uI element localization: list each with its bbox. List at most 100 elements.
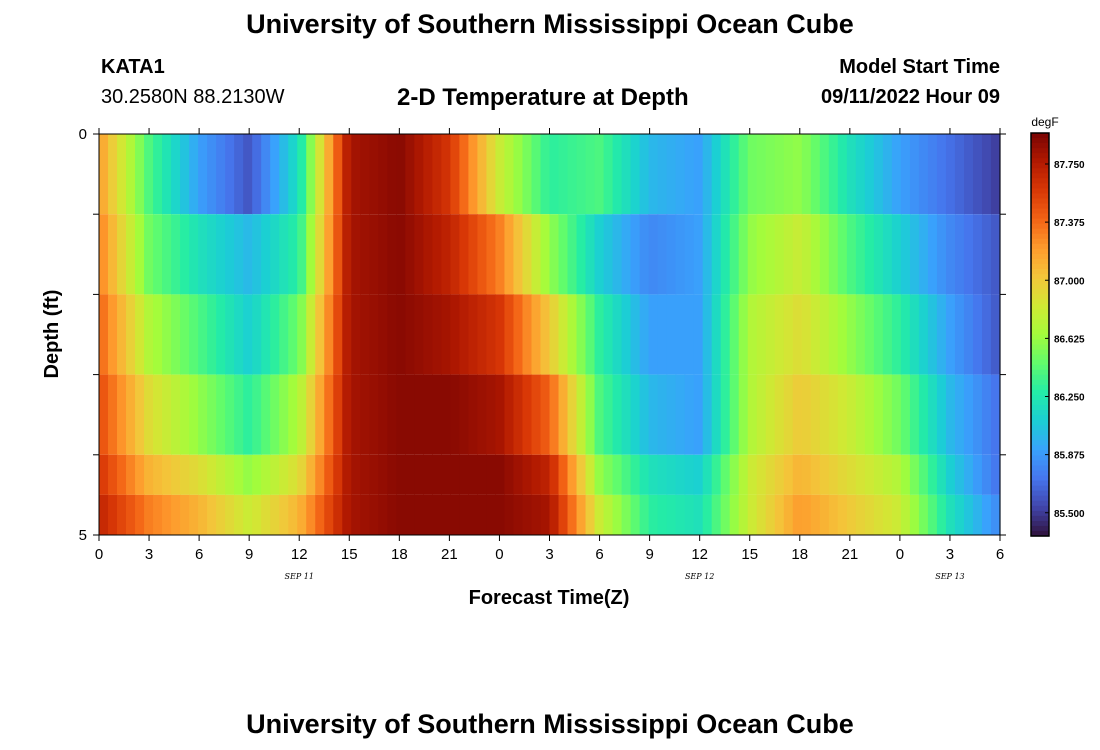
heatmap-cell xyxy=(117,454,127,495)
colorbar-segment xyxy=(1031,238,1049,245)
heatmap-cell xyxy=(675,374,686,455)
heatmap-cell xyxy=(153,374,163,455)
heatmap-cell xyxy=(189,454,199,495)
heatmap-cell xyxy=(306,374,316,455)
x-tick-label: 6 xyxy=(996,546,1004,563)
heatmap-cell xyxy=(333,294,343,375)
heatmap-cell xyxy=(909,454,920,495)
heatmap-cell xyxy=(675,134,686,215)
heatmap-cell xyxy=(108,454,118,495)
heatmap-cell xyxy=(351,494,361,535)
heatmap-cell xyxy=(828,374,839,455)
heatmap-cell xyxy=(171,494,181,535)
heatmap-cell xyxy=(846,134,857,215)
heatmap-cell xyxy=(612,494,623,535)
heatmap-cell xyxy=(603,374,614,455)
heatmap-cell xyxy=(225,494,235,535)
heatmap-cell xyxy=(837,374,848,455)
heatmap-cell xyxy=(351,214,361,295)
heatmap-cell xyxy=(666,374,677,455)
colorbar-segment xyxy=(1031,359,1049,366)
heatmap-cell xyxy=(162,494,172,535)
heatmap-cell xyxy=(909,294,920,375)
heatmap-cell xyxy=(378,294,388,375)
heatmap-cell xyxy=(990,294,1001,375)
heatmap-cell xyxy=(522,494,533,535)
heatmap-cell xyxy=(720,494,731,535)
station-coords: 30.2580N 88.2130W xyxy=(101,86,285,108)
heatmap-cell xyxy=(450,494,460,535)
heatmap-cell xyxy=(774,374,785,455)
heatmap-cell xyxy=(729,214,740,295)
heatmap-cell xyxy=(639,134,650,215)
colorbar-segment xyxy=(1031,203,1049,210)
x-tick-label: 21 xyxy=(441,546,458,563)
heatmap-cell xyxy=(207,214,217,295)
heatmap-cell xyxy=(675,454,686,495)
heatmap-cell xyxy=(432,374,442,455)
date-label: SEP 13 xyxy=(935,572,964,581)
heatmap-cell xyxy=(387,454,397,495)
heatmap-cell xyxy=(756,294,767,375)
heatmap-cell xyxy=(540,294,551,375)
heatmap-cell xyxy=(468,134,479,215)
heatmap-cell xyxy=(441,454,451,495)
heatmap-cell xyxy=(576,494,587,535)
heatmap-cell xyxy=(747,134,758,215)
heatmap-cell xyxy=(468,374,479,455)
heatmap-cell xyxy=(504,134,515,215)
colorbar-segment xyxy=(1031,193,1049,200)
colorbar-segment xyxy=(1031,208,1049,215)
x-tick-label: 9 xyxy=(645,546,653,563)
heatmap-cell xyxy=(360,374,370,455)
heatmap-cell xyxy=(630,214,641,295)
colorbar-segment xyxy=(1031,374,1049,381)
heatmap-cell xyxy=(261,494,271,535)
heatmap-cell xyxy=(576,374,587,455)
heatmap-cell xyxy=(729,454,740,495)
heatmap-cell xyxy=(180,494,190,535)
heatmap-cell xyxy=(144,374,154,455)
heatmap-cell xyxy=(450,294,460,375)
heatmap-cell xyxy=(369,294,379,375)
heatmap-cell xyxy=(711,374,722,455)
heatmap-cell xyxy=(324,494,334,535)
heatmap-cell xyxy=(441,494,451,535)
heatmap-cell xyxy=(189,494,199,535)
heatmap-cell xyxy=(243,374,253,455)
colorbar-segment xyxy=(1031,520,1049,527)
heatmap-cell xyxy=(135,134,145,215)
heatmap-cell xyxy=(990,214,1001,295)
heatmap-cell xyxy=(963,134,974,215)
heatmap-cell xyxy=(333,374,343,455)
heatmap-cell xyxy=(711,214,722,295)
heatmap-cell xyxy=(675,214,686,295)
heatmap-cell xyxy=(360,494,370,535)
heatmap-cell xyxy=(369,454,379,495)
heatmap-cell xyxy=(612,374,623,455)
heatmap-cell xyxy=(837,134,848,215)
heatmap-cell xyxy=(918,454,929,495)
heatmap-cell xyxy=(576,454,587,495)
heatmap-cell xyxy=(144,494,154,535)
heatmap-cell xyxy=(540,134,551,215)
heatmap-cell xyxy=(486,214,497,295)
heatmap-cell xyxy=(117,134,127,215)
x-tick-label: 18 xyxy=(391,546,408,563)
heatmap-cell xyxy=(486,134,497,215)
colorbar-segment xyxy=(1031,369,1049,376)
heatmap-cell xyxy=(936,454,947,495)
heatmap-cell xyxy=(666,494,677,535)
heatmap-cell xyxy=(567,374,578,455)
heatmap-cell xyxy=(288,454,298,495)
colorbar-segment xyxy=(1031,349,1049,356)
heatmap-cell xyxy=(927,214,938,295)
heatmap-cell xyxy=(783,374,794,455)
heatmap-cell xyxy=(135,294,145,375)
heatmap-cell xyxy=(378,374,388,455)
heatmap-cell xyxy=(648,134,659,215)
heatmap-cell xyxy=(99,294,109,375)
heatmap-cell xyxy=(495,134,506,215)
heatmap-cell xyxy=(567,214,578,295)
chart-subtitle: 2-D Temperature at Depth xyxy=(397,84,689,111)
